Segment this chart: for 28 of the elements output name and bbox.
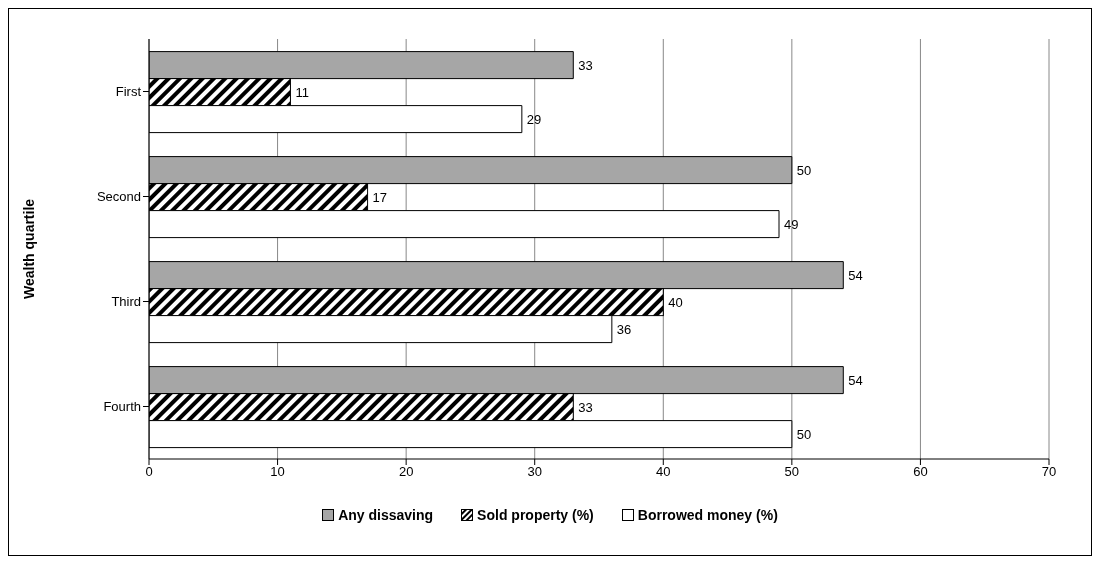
data-label: 54 — [848, 267, 863, 283]
legend-label: Borrowed money (%) — [636, 507, 778, 523]
y-tick-label: First — [115, 84, 142, 100]
y-tick-label: Second — [96, 189, 141, 205]
data-label: 40 — [668, 294, 683, 310]
x-tick-label: 60 — [913, 464, 928, 480]
data-label: 49 — [784, 216, 799, 232]
data-label: 17 — [372, 189, 388, 205]
x-tick-label: 30 — [527, 464, 542, 480]
x-tick-label: 20 — [398, 464, 414, 480]
data-label: 33 — [578, 399, 593, 415]
data-label: 33 — [578, 57, 593, 73]
data-label: 50 — [796, 426, 812, 442]
x-tick-label: 40 — [656, 464, 671, 480]
x-tick-label: 70 — [1041, 464, 1057, 480]
x-tick-label: 50 — [784, 464, 800, 480]
x-tick-label: 0 — [145, 464, 153, 480]
y-axis-title: Wealth quartile — [20, 198, 37, 299]
y-tick-label: Third — [111, 294, 141, 310]
data-label: 50 — [796, 162, 812, 178]
data-label: 54 — [848, 372, 863, 388]
data-label: 29 — [526, 111, 542, 127]
data-label: 11 — [295, 84, 309, 100]
legend-label: Any dissaving — [337, 507, 434, 523]
legend-label: Sold property (%) — [476, 507, 594, 523]
x-tick-label: 10 — [270, 464, 285, 480]
y-tick-label: Fourth — [103, 399, 141, 415]
data-label: 36 — [616, 321, 632, 337]
